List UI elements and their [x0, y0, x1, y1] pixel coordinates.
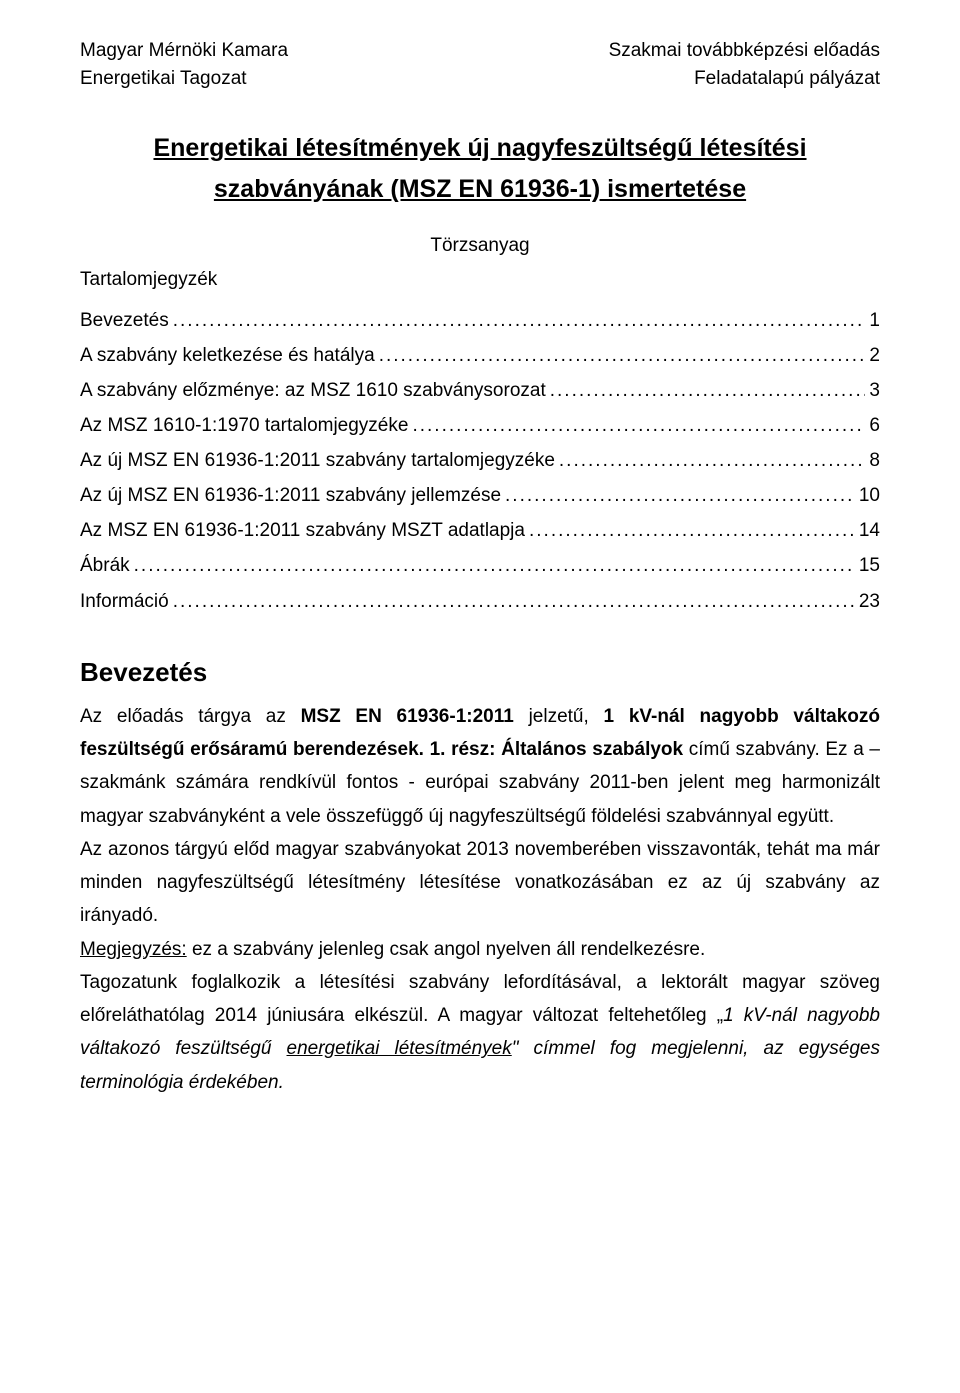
paragraph-3: Megjegyzés: ez a szabvány jelenleg csak … [80, 933, 880, 966]
text: jelzetű, [514, 706, 604, 727]
text: ez a szabvány jelenleg csak angol nyelve… [187, 939, 706, 960]
toc-item: A szabvány keletkezése és hatálya 2 [80, 338, 880, 373]
toc-label: Az MSZ EN 61936-1:2011 szabvány MSZT ada… [80, 513, 525, 548]
toc-item: Az MSZ EN 61936-1:2011 szabvány MSZT ada… [80, 513, 880, 548]
toc-label: Az MSZ 1610-1:1970 tartalomjegyzéke [80, 408, 408, 443]
toc-dots [375, 338, 866, 373]
subtitle: Törzsanyag [80, 235, 880, 257]
toc-label: Az új MSZ EN 61936-1:2011 szabvány jelle… [80, 478, 501, 513]
toc-dots [408, 408, 865, 443]
toc-page: 10 [855, 478, 880, 513]
toc-label: Ábrák [80, 548, 130, 583]
toc-heading: Tartalomjegyzék [80, 269, 880, 291]
paragraph-4: Tagozatunk foglalkozik a létesítési szab… [80, 966, 880, 1099]
toc-item: A szabvány előzménye: az MSZ 1610 szabvá… [80, 373, 880, 408]
title-line-1: Energetikai létesítmények új nagyfeszült… [80, 128, 880, 169]
toc-page: 15 [855, 548, 880, 583]
toc-item: Az MSZ 1610-1:1970 tartalomjegyzéke 6 [80, 408, 880, 443]
text-underline: Megjegyzés: [80, 939, 187, 960]
toc-page: 6 [865, 408, 880, 443]
toc-page: 1 [865, 303, 880, 338]
document-title: Energetikai létesítmények új nagyfeszült… [80, 128, 880, 211]
toc-dots [130, 548, 855, 583]
text: Az előadás tárgya az [80, 706, 301, 727]
toc-item: Ábrák 15 [80, 548, 880, 583]
toc-dots [546, 373, 866, 408]
toc-dots [501, 478, 855, 513]
toc-item: Bevezetés 1 [80, 303, 880, 338]
toc-label: A szabvány előzménye: az MSZ 1610 szabvá… [80, 373, 546, 408]
toc-page: 3 [865, 373, 880, 408]
toc-label: Információ [80, 584, 169, 619]
toc-dots [169, 584, 855, 619]
table-of-contents: Bevezetés 1 A szabvány keletkezése és ha… [80, 303, 880, 619]
toc-label: A szabvány keletkezése és hatálya [80, 338, 375, 373]
toc-dots [555, 443, 866, 478]
header-right-2: Feladatalapú pályázat [694, 68, 880, 90]
toc-page: 2 [865, 338, 880, 373]
page-header-2: Energetikai Tagozat Feladatalapú pályáza… [80, 68, 880, 90]
toc-dots [525, 513, 855, 548]
header-left-2: Energetikai Tagozat [80, 68, 247, 90]
text-bold: MSZ EN 61936-1:2011 [301, 706, 514, 727]
toc-item: Az új MSZ EN 61936-1:2011 szabvány jelle… [80, 478, 880, 513]
section-title: Bevezetés [80, 657, 880, 688]
paragraph-1: Az előadás tárgya az MSZ EN 61936-1:2011… [80, 700, 880, 833]
text-italic-underline: energetikai létesítmények [287, 1038, 512, 1059]
header-left-1: Magyar Mérnöki Kamara [80, 40, 288, 62]
paragraph-2: Az azonos tárgyú előd magyar szabványoka… [80, 833, 880, 933]
toc-page: 23 [855, 584, 880, 619]
toc-item: Az új MSZ EN 61936-1:2011 szabvány tarta… [80, 443, 880, 478]
title-line-2: szabványának (MSZ EN 61936-1) ismertetés… [80, 169, 880, 210]
toc-item: Információ 23 [80, 584, 880, 619]
toc-label: Bevezetés [80, 303, 169, 338]
toc-dots [169, 303, 866, 338]
header-right-1: Szakmai továbbképzési előadás [609, 40, 880, 62]
toc-label: Az új MSZ EN 61936-1:2011 szabvány tarta… [80, 443, 555, 478]
toc-page: 8 [865, 443, 880, 478]
page-header: Magyar Mérnöki Kamara Szakmai továbbképz… [80, 40, 880, 62]
body-content: Az előadás tárgya az MSZ EN 61936-1:2011… [80, 700, 880, 1099]
toc-page: 14 [855, 513, 880, 548]
